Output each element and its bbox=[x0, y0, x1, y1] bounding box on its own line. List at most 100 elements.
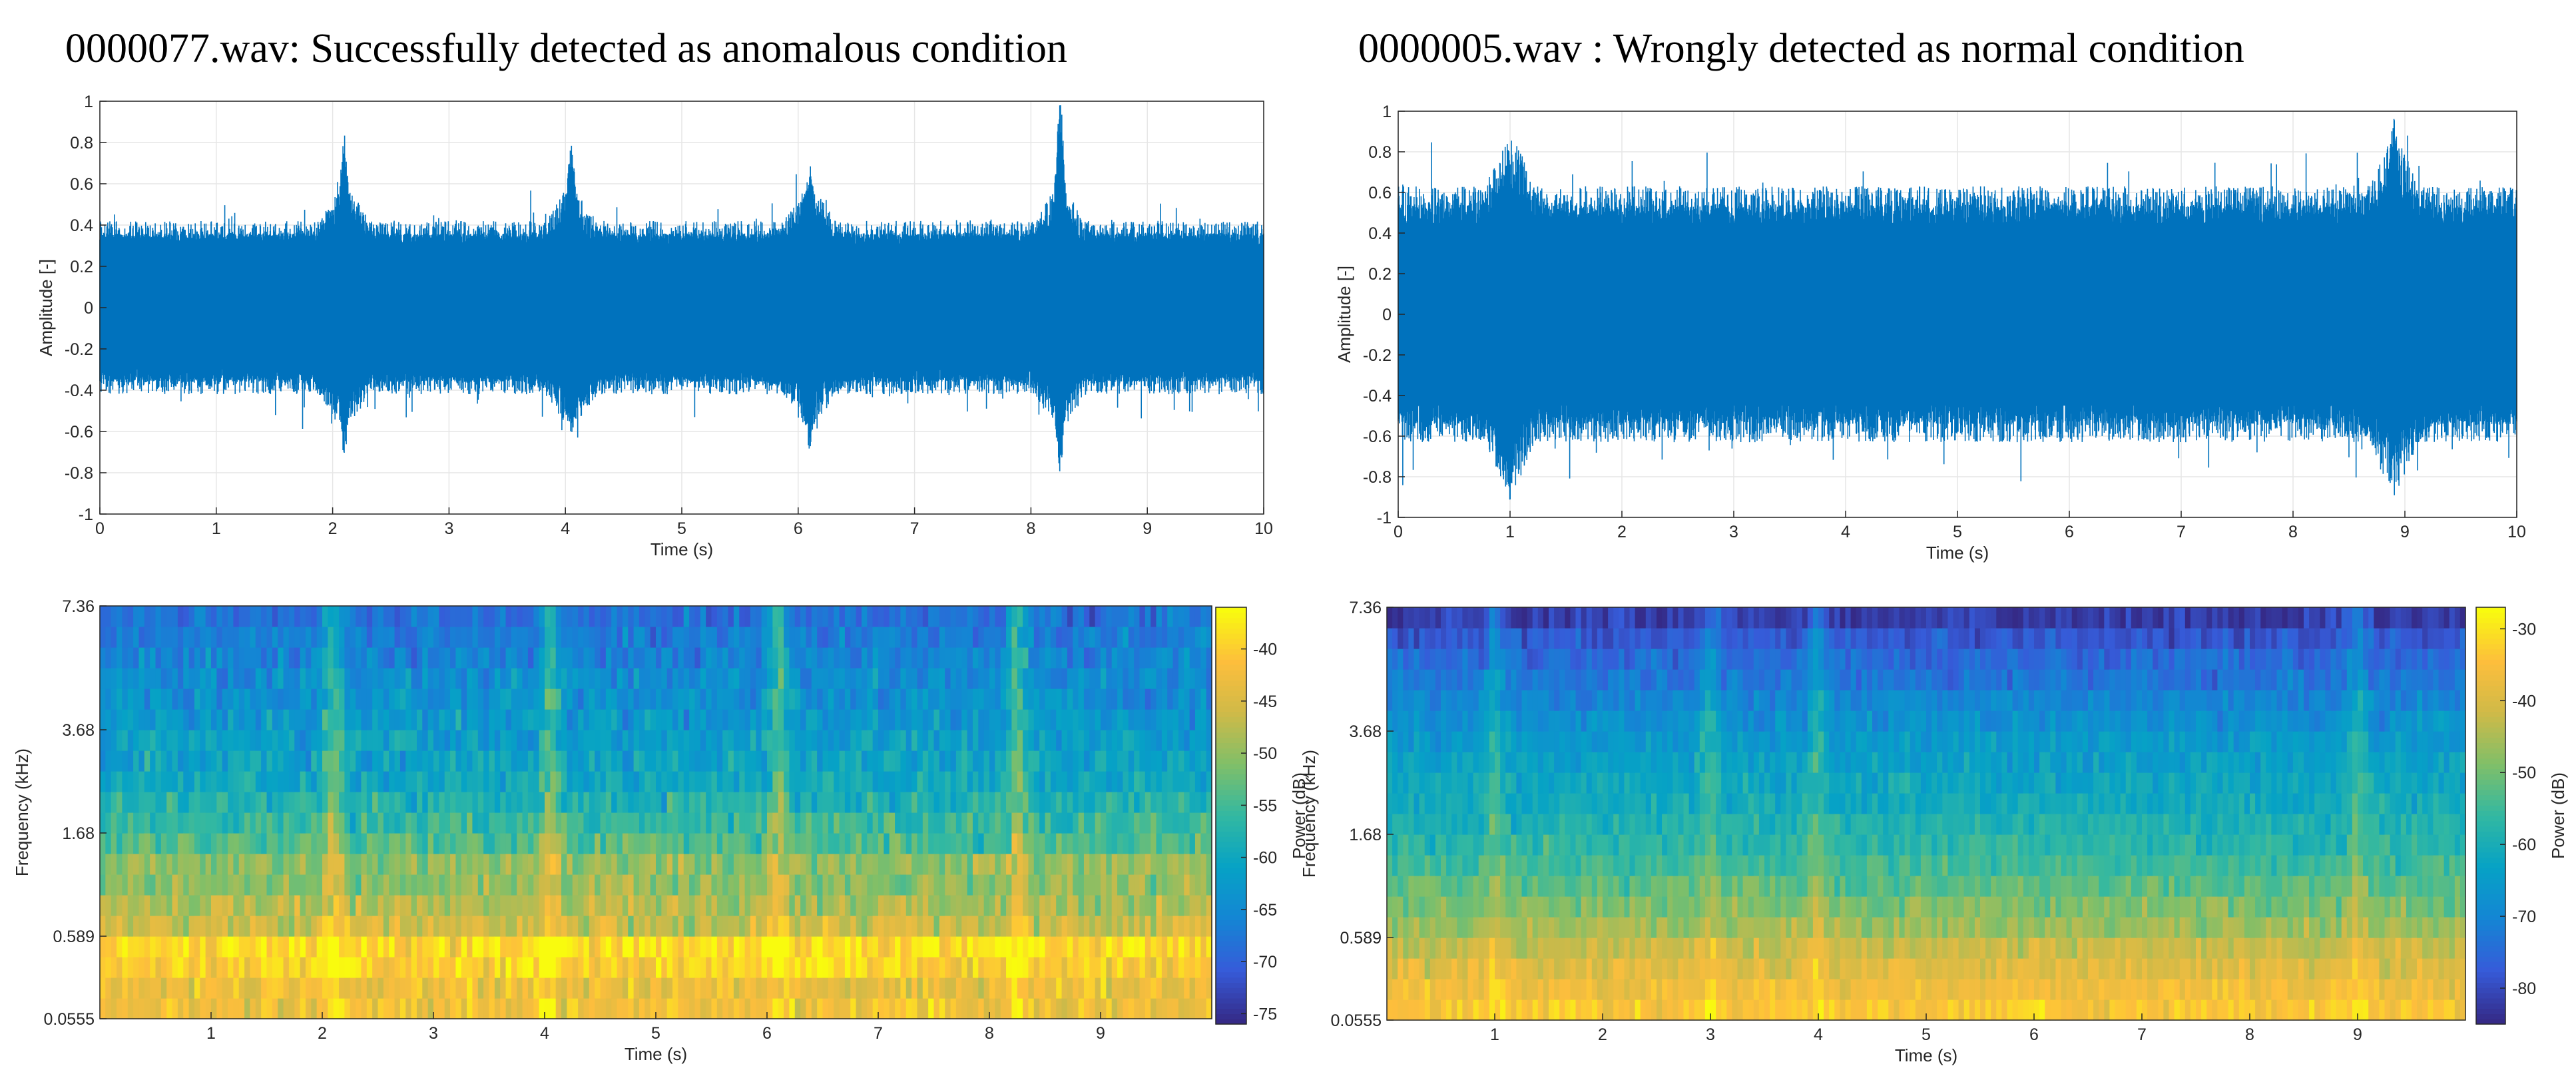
spectrogram-cell bbox=[278, 750, 284, 772]
y-tick-label: 0.6 bbox=[70, 175, 93, 194]
spectrogram-cell bbox=[1184, 688, 1190, 710]
spectrogram-cell bbox=[405, 709, 412, 730]
spectrogram-cell bbox=[1408, 628, 1415, 649]
spectrogram-cell bbox=[1554, 917, 1560, 938]
spectrogram-cell bbox=[911, 750, 918, 772]
spectrogram-cell bbox=[761, 730, 768, 751]
spectrogram-cell bbox=[1392, 607, 1398, 629]
spectrogram-cell bbox=[678, 730, 684, 751]
spectrogram-cell bbox=[967, 895, 973, 916]
spectrogram-cell bbox=[917, 792, 923, 813]
spectrogram-cell bbox=[394, 854, 401, 875]
spectrogram-cell bbox=[294, 627, 301, 648]
spectrogram-cell bbox=[1067, 750, 1073, 772]
spectrogram-cell bbox=[1011, 688, 1018, 710]
spectrogram-cell bbox=[444, 874, 451, 896]
spectrogram-cell bbox=[706, 854, 712, 875]
spectrogram-cell bbox=[678, 874, 684, 896]
colorbar-cell bbox=[1216, 862, 1246, 868]
spectrogram-cell bbox=[133, 977, 140, 999]
spectrogram-cell bbox=[477, 812, 484, 834]
spectrogram-cell bbox=[617, 750, 623, 772]
spectrogram-cell bbox=[1117, 771, 1123, 792]
spectrogram-cell bbox=[1067, 854, 1073, 875]
spectrogram-cell bbox=[322, 895, 328, 916]
spectrogram-cell bbox=[822, 606, 829, 627]
spectrogram-cell bbox=[978, 833, 985, 854]
spectrogram-cell bbox=[1570, 814, 1577, 835]
spectrogram-cell bbox=[1575, 752, 1582, 773]
spectrogram-cell bbox=[817, 998, 824, 1019]
spectrogram-cell bbox=[222, 771, 228, 792]
spectrogram-cell bbox=[1387, 607, 1393, 629]
spectrogram-cell bbox=[272, 916, 278, 937]
spectrogram-cell bbox=[917, 998, 923, 1019]
spectrogram-cell bbox=[555, 688, 562, 710]
spectrogram-cell bbox=[194, 688, 200, 710]
spectrogram-cell bbox=[639, 688, 645, 710]
spectrogram-cell bbox=[511, 812, 517, 834]
spectrogram-cell bbox=[278, 792, 284, 813]
spectrogram-cell bbox=[389, 874, 395, 896]
spectrogram-cell bbox=[550, 957, 557, 978]
spectrogram-cell bbox=[1089, 874, 1096, 896]
spectrogram-cell bbox=[155, 668, 162, 689]
spectrogram-cell bbox=[283, 998, 290, 1019]
spectrogram-cell bbox=[756, 916, 762, 937]
spectrogram-cell bbox=[394, 750, 401, 772]
spectrogram-cell bbox=[1565, 628, 1571, 649]
spectrogram-cell bbox=[366, 730, 373, 751]
spectrogram-cell bbox=[1554, 958, 1560, 979]
spectrogram-cell bbox=[928, 730, 935, 751]
spectrogram-cell bbox=[806, 750, 812, 772]
spectrogram-cell bbox=[1441, 752, 1447, 773]
spectrogram-cell bbox=[1161, 606, 1168, 627]
spectrogram-cell bbox=[105, 750, 112, 772]
spectrogram-cell bbox=[1424, 690, 1431, 711]
spectrogram-cell bbox=[550, 668, 557, 689]
spectrogram-cell bbox=[739, 977, 746, 999]
spectrogram-cell bbox=[533, 895, 540, 916]
spectrogram-cell bbox=[1139, 916, 1146, 937]
spectrogram-cell bbox=[817, 833, 824, 854]
spectrogram-cell bbox=[461, 688, 467, 710]
spectrogram-cell bbox=[555, 895, 562, 916]
spectrogram-cell bbox=[311, 792, 318, 813]
spectrogram-cell bbox=[527, 647, 534, 669]
spectrogram-cell bbox=[383, 977, 389, 999]
spectrogram-cell bbox=[822, 688, 829, 710]
spectrogram-cell bbox=[211, 771, 217, 792]
spectrogram-cell bbox=[633, 957, 640, 978]
spectrogram-cell bbox=[211, 647, 217, 669]
spectrogram-cell bbox=[800, 977, 807, 999]
spectrogram-cell bbox=[316, 647, 323, 669]
spectrogram-cell bbox=[861, 627, 868, 648]
spectrogram-cell bbox=[922, 647, 929, 669]
spectrogram-cell bbox=[561, 730, 567, 751]
spectrogram-cell bbox=[228, 709, 234, 730]
spectrogram-cell bbox=[856, 750, 862, 772]
spectrogram-cell bbox=[467, 627, 473, 648]
spectrogram-cell bbox=[939, 709, 945, 730]
spectrogram-cell bbox=[339, 916, 345, 937]
spectrogram-cell bbox=[639, 854, 645, 875]
spectrogram-cell bbox=[200, 998, 206, 1019]
spectrogram-cell bbox=[639, 833, 645, 854]
spectrogram-cell bbox=[611, 606, 618, 627]
spectrogram-cell bbox=[589, 854, 595, 875]
spectrogram-cell bbox=[728, 977, 734, 999]
y-tick-label: -0.2 bbox=[1363, 346, 1392, 365]
spectrogram-cell bbox=[378, 812, 384, 834]
spectrogram-cell bbox=[1505, 669, 1511, 690]
spectrogram-cell bbox=[222, 957, 228, 978]
spectrogram-cell bbox=[595, 833, 601, 854]
spectrogram-cell bbox=[244, 730, 251, 751]
spectrogram-cell bbox=[372, 977, 379, 999]
y-tick-label: 0.0555 bbox=[44, 1010, 95, 1029]
spectrogram-cell bbox=[489, 668, 495, 689]
spectrogram-cell bbox=[1467, 999, 1474, 1021]
spectrogram-cell bbox=[834, 936, 840, 957]
spectrogram-cell bbox=[1483, 793, 1490, 814]
spectrogram-cell bbox=[117, 792, 123, 813]
spectrogram-cell bbox=[967, 709, 973, 730]
